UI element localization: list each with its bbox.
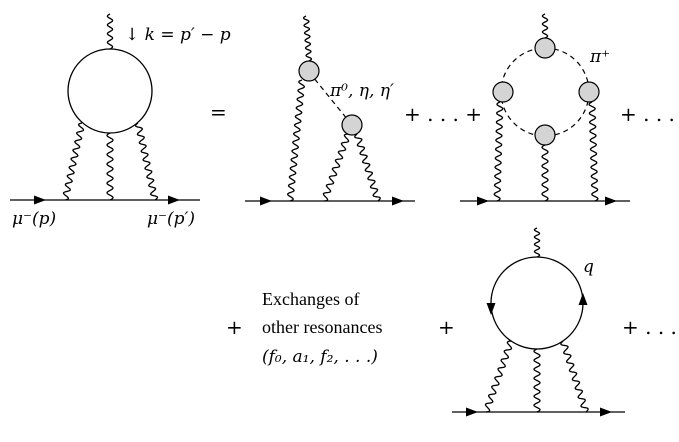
photon-2-left: [286, 79, 306, 202]
photon-2-middle: [322, 133, 350, 202]
photon-3-right: [588, 101, 599, 202]
photon-3-left: [493, 101, 504, 202]
quark-arrow-left: [486, 303, 496, 315]
muon-arrow-1a: [34, 195, 46, 205]
muon-arrow-2a: [260, 196, 272, 206]
photon-1-middle: [106, 132, 114, 201]
plus-1: +: [226, 315, 243, 339]
photon-2-right: [354, 133, 381, 202]
photon-4-right: [560, 340, 589, 413]
pion-loop-diagram: π⁺: [460, 13, 630, 206]
external-photon-1: [106, 13, 114, 50]
meson-propagator: [308, 71, 353, 126]
external-photon-4: [533, 227, 541, 258]
vertex-upper: [298, 60, 320, 82]
quark-arrow-right: [578, 293, 588, 305]
hadronic-blob: [67, 48, 153, 134]
muon-arrow-2b: [392, 196, 404, 206]
pion-label: π⁺: [589, 47, 610, 67]
plus-dots-1: + . . .: [620, 102, 675, 126]
vertex-bottom: [534, 124, 556, 146]
vertex-lower: [341, 114, 363, 136]
vertex-left: [492, 81, 514, 103]
plus-dots-2: + . . .: [622, 315, 677, 339]
exchanges-line-3: (f₀, a₁, f₂, . . .): [262, 347, 378, 367]
muon-arrow-1b: [168, 195, 180, 205]
photon-1-left: [62, 122, 85, 201]
plus-dots-plus: + . . . +: [404, 102, 482, 126]
exchanges-line-2: other resonances: [262, 317, 382, 337]
vertex-top: [534, 37, 556, 59]
pion-loop: [500, 47, 590, 137]
exchanges-line-1: Exchanges of: [262, 289, 359, 309]
photon-4-middle: [533, 348, 541, 413]
equals-sign: =: [210, 100, 227, 124]
muon-in-label: μ⁻(p): [12, 209, 56, 229]
photon-1-right: [134, 122, 159, 201]
blob-diagram: ↓ k = p′ − p μ⁻(p) μ⁻(p′): [10, 13, 231, 229]
muon-arrow-4b: [600, 407, 612, 417]
muon-arrow-3b: [605, 196, 617, 206]
muon-arrow-4a: [466, 407, 478, 417]
muon-out-label: μ⁻(p′): [147, 209, 195, 229]
quark-loop: [490, 256, 584, 350]
vertex-right: [578, 81, 600, 103]
plus-2: +: [438, 315, 455, 339]
muon-arrow-3a: [477, 196, 489, 206]
photon-momentum-label: ↓ k = p′ − p: [125, 25, 231, 45]
external-photon-3: [541, 13, 549, 39]
photon-4-left: [484, 340, 513, 413]
quark-loop-diagram: q: [452, 227, 625, 417]
photon-3-middle: [541, 144, 549, 202]
quark-label: q: [583, 257, 594, 277]
pseudoscalar-pole-diagram: π⁰, η, η′: [245, 15, 415, 206]
external-photon-2: [302, 15, 313, 62]
pseudoscalar-label: π⁰, η, η′: [329, 81, 394, 101]
